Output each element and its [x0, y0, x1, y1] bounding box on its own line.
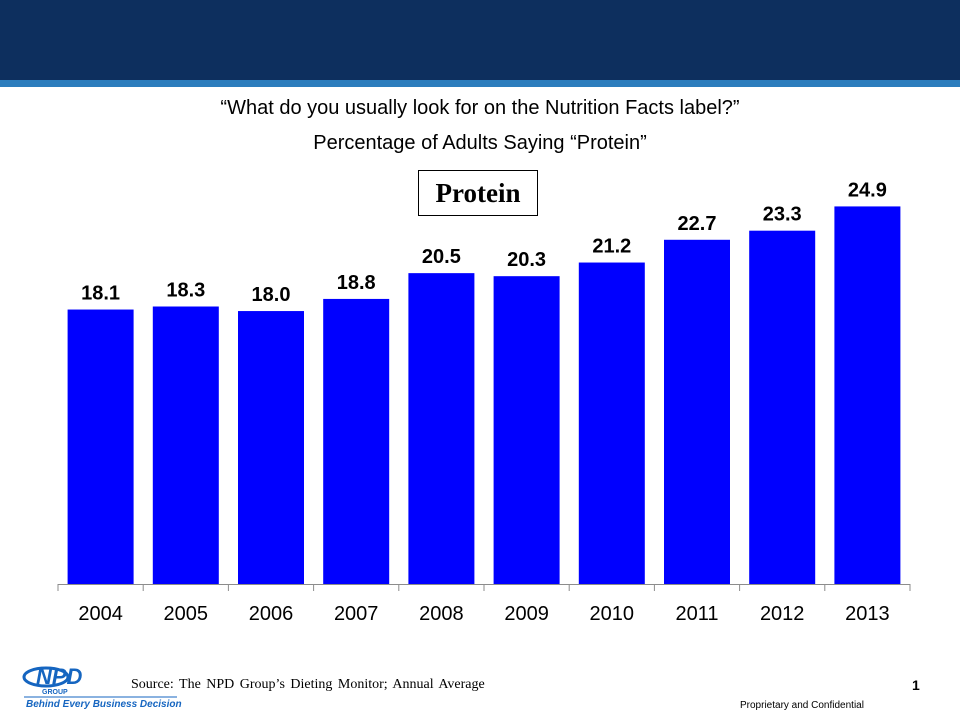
- bar-2013: [834, 206, 901, 584]
- data-label-2010: 21.2: [592, 236, 631, 258]
- data-label-2007: 18.8: [337, 272, 376, 294]
- bar-2010: [578, 262, 645, 584]
- data-label-2013: 24.9: [848, 179, 887, 201]
- bar-2012: [749, 230, 816, 585]
- header-band: [0, 0, 960, 80]
- x-tick-label-2011: 2011: [675, 603, 718, 625]
- x-tick-label-2006: 2006: [249, 603, 294, 625]
- x-tick-label-2009: 2009: [504, 603, 549, 625]
- proprietary-note: Proprietary and Confidential: [740, 700, 864, 711]
- npd-logo: NPD GROUP: [22, 664, 177, 698]
- chart-subtitle: Percentage of Adults Saying “Protein”: [313, 132, 647, 154]
- bar-2009: [493, 276, 560, 584]
- logo-brand: NPD: [36, 664, 83, 689]
- legend-box: Protein: [418, 170, 538, 216]
- x-tick-label-2008: 2008: [419, 603, 464, 625]
- data-label-2004: 18.1: [81, 283, 120, 305]
- data-label-2012: 23.3: [763, 204, 802, 226]
- bar-2011: [664, 239, 730, 584]
- bar-2007: [323, 298, 390, 584]
- bar-2008: [408, 273, 475, 584]
- data-label-2008: 20.5: [422, 246, 461, 268]
- data-label-2009: 20.3: [507, 249, 546, 271]
- logo-group: GROUP: [42, 689, 68, 696]
- page-number: 1: [912, 677, 920, 693]
- source-note: Source: The NPD Group’s Dieting Monitor;…: [131, 677, 485, 692]
- x-tick-label-2007: 2007: [334, 603, 379, 625]
- logo-tagline: Behind Every Business Decision: [26, 699, 182, 710]
- x-tick-label-2005: 2005: [164, 603, 209, 625]
- x-tick-label-2012: 2012: [760, 603, 805, 625]
- bar-2006: [238, 311, 304, 584]
- x-tick-label-2004: 2004: [78, 603, 123, 625]
- bar-2004: [67, 309, 134, 584]
- x-tick-label-2010: 2010: [590, 603, 635, 625]
- data-label-2006: 18.0: [252, 284, 291, 306]
- logo-swoosh-icon: [22, 666, 70, 688]
- data-label-2011: 22.7: [678, 213, 717, 235]
- bar-2005: [152, 306, 219, 584]
- header-stripe: [0, 80, 960, 87]
- chart-title: “What do you usually look for on the Nut…: [220, 97, 740, 119]
- data-label-2005: 18.3: [166, 280, 205, 302]
- x-tick-label-2013: 2013: [845, 603, 890, 625]
